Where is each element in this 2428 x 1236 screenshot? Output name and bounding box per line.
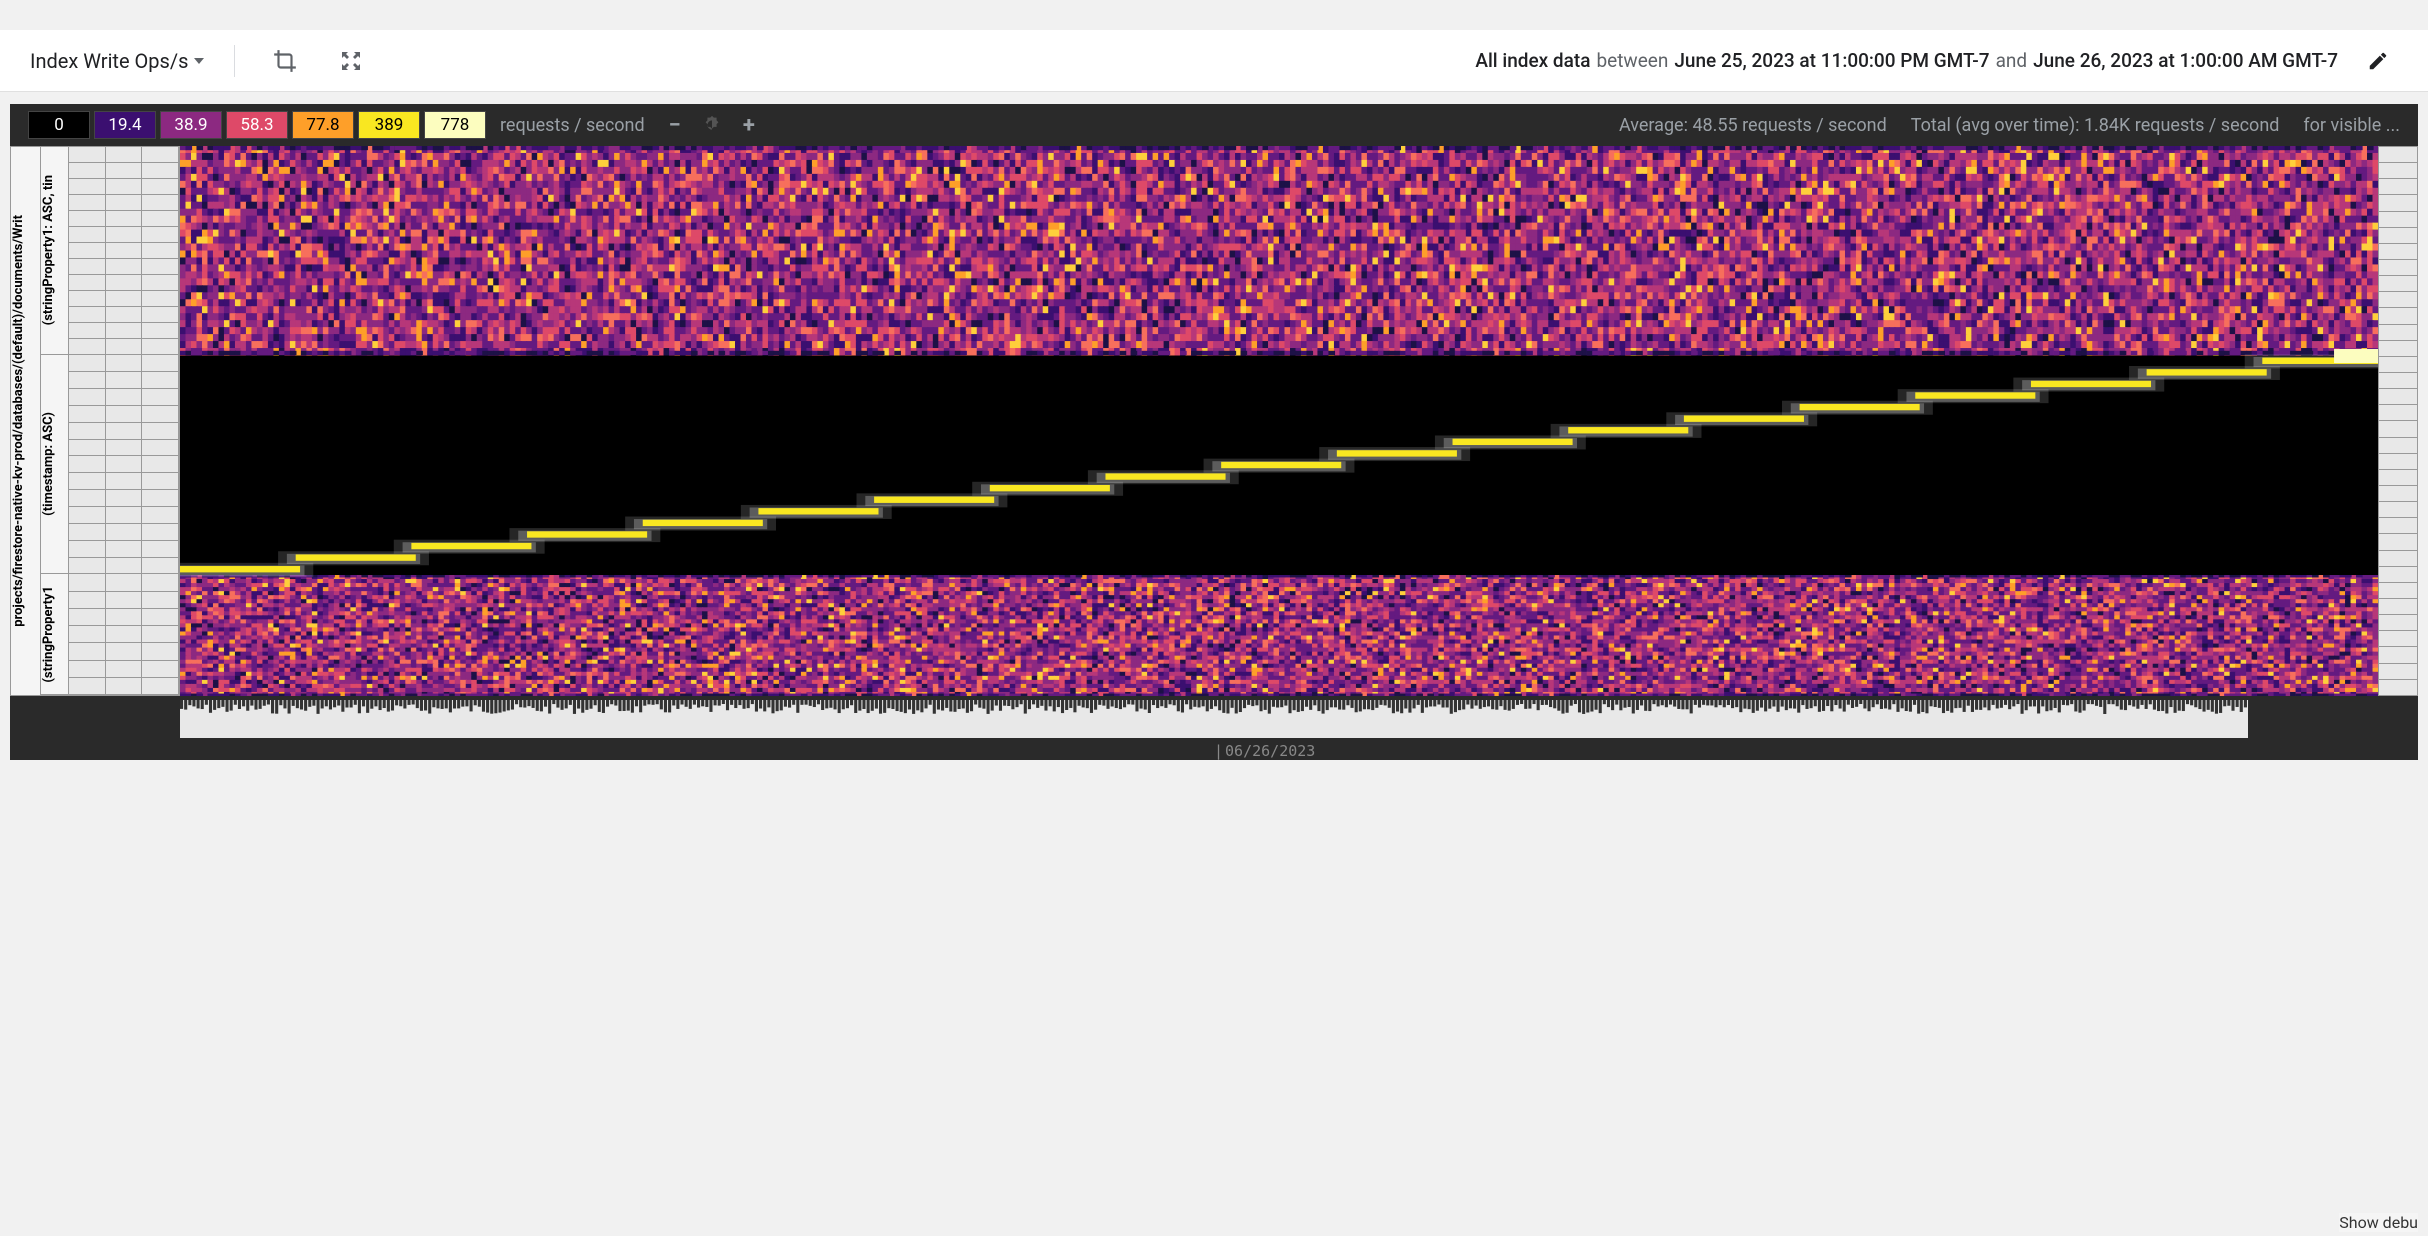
right-tick — [2379, 373, 2417, 389]
right-tick — [2379, 228, 2417, 244]
top-spacer — [0, 0, 2428, 30]
main-panel: 019.438.958.377.8389778 requests / secon… — [10, 104, 2418, 760]
fullscreen-icon — [339, 49, 363, 73]
date-end: June 26, 2023 at 1:00:00 AM GMT-7 — [2033, 49, 2338, 72]
right-tick — [2379, 325, 2417, 341]
right-tick — [2379, 599, 2417, 615]
right-tick — [2379, 405, 2417, 421]
heatmap[interactable] — [180, 146, 2378, 696]
right-tick — [2379, 470, 2417, 486]
zoom-out-button[interactable]: − — [669, 113, 681, 138]
right-tick — [2379, 195, 2417, 211]
chevron-down-icon — [194, 58, 204, 64]
zoom-in-button[interactable]: + — [743, 113, 755, 138]
stat-total: Total (avg over time): 1.84K requests / … — [1911, 115, 2280, 136]
right-tick — [2379, 551, 2417, 567]
pencil-icon — [2367, 50, 2389, 72]
show-debug-link[interactable]: Show debu — [2339, 1213, 2418, 1232]
between-label: between — [1596, 49, 1668, 72]
scope-label: All index data — [1475, 49, 1590, 72]
right-tick — [2379, 179, 2417, 195]
chart-area: projects/firestore-native-kv-prod/databa… — [10, 146, 2418, 696]
right-tick — [2379, 163, 2417, 179]
stat-total-label: Total (avg over time): — [1911, 115, 2080, 136]
crop-button[interactable] — [265, 41, 305, 81]
stat-average-label: Average: — [1619, 115, 1688, 136]
right-tick — [2379, 615, 2417, 631]
legend-swatch: 77.8 — [292, 111, 354, 139]
left-axis-outer-label: projects/firestore-native-kv-prod/databa… — [11, 211, 40, 631]
right-tick — [2379, 583, 2417, 599]
left-axis: projects/firestore-native-kv-prod/databa… — [10, 146, 180, 696]
right-tick — [2379, 292, 2417, 308]
right-tick — [2379, 680, 2417, 695]
right-tick — [2379, 341, 2417, 357]
right-tick — [2379, 308, 2417, 324]
right-tick — [2379, 518, 2417, 534]
left-axis-section: (stringProperty1 — [41, 574, 179, 695]
right-tick — [2379, 454, 2417, 470]
right-tick — [2379, 486, 2417, 502]
legend-controls: − + — [669, 113, 755, 138]
right-tick — [2379, 664, 2417, 680]
header-bar: Index Write Ops/s All index data between… — [0, 30, 2428, 92]
timeline-date-label: 06/26/2023 — [1214, 742, 1315, 760]
divider — [234, 45, 235, 77]
legend-swatch: 19.4 — [94, 111, 156, 139]
stat-visible: for visible ... — [2303, 115, 2400, 136]
right-axis — [2378, 146, 2418, 696]
timeline-track[interactable] — [180, 700, 2248, 738]
stat-total-value: 1.84K requests / second — [2084, 115, 2279, 136]
right-tick — [2379, 647, 2417, 663]
right-tick — [2379, 276, 2417, 292]
legend-swatch: 58.3 — [226, 111, 288, 139]
date-start: June 25, 2023 at 11:00:00 PM GMT-7 — [1674, 49, 1989, 72]
right-tick — [2379, 631, 2417, 647]
right-tick — [2379, 421, 2417, 437]
and-label: and — [1996, 49, 2028, 72]
legend-swatch: 38.9 — [160, 111, 222, 139]
right-tick — [2379, 438, 2417, 454]
legend-swatch: 389 — [358, 111, 420, 139]
legend-bar: 019.438.958.377.8389778 requests / secon… — [10, 104, 2418, 146]
timeline: 06/26/2023 — [10, 700, 2418, 760]
right-tick — [2379, 260, 2417, 276]
right-tick — [2379, 502, 2417, 518]
left-axis-outer: projects/firestore-native-kv-prod/databa… — [11, 147, 41, 695]
legend-swatches: 019.438.958.377.8389778 — [28, 111, 486, 139]
right-tick — [2379, 534, 2417, 550]
right-tick — [2379, 389, 2417, 405]
right-tick — [2379, 567, 2417, 583]
crop-icon — [272, 48, 298, 74]
right-tick — [2379, 147, 2417, 163]
edit-button[interactable] — [2358, 41, 2398, 81]
legend-swatch: 778 — [424, 111, 486, 139]
stat-average-value: 48.55 requests / second — [1692, 115, 1886, 136]
date-range-text: All index data between June 25, 2023 at … — [371, 49, 2358, 72]
legend-swatch: 0 — [28, 111, 90, 139]
left-axis-section-label: (timestamp: ASC) — [41, 408, 68, 520]
left-axis-section: (timestamp: ASC) — [41, 355, 179, 574]
brightness-icon[interactable] — [701, 114, 723, 136]
metric-selector[interactable]: Index Write Ops/s — [30, 49, 204, 73]
right-tick — [2379, 244, 2417, 260]
right-tick — [2379, 357, 2417, 373]
fullscreen-button[interactable] — [331, 41, 371, 81]
left-axis-section-label: (stringProperty1 — [41, 582, 68, 687]
left-axis-section: (stringProperty1: ASC, tin — [41, 147, 179, 355]
legend-stats: Average: 48.55 requests / second Total (… — [1619, 115, 2400, 136]
left-axis-section-label: (stringProperty1: ASC, tin — [41, 171, 68, 329]
right-tick — [2379, 212, 2417, 228]
header-left: Index Write Ops/s — [30, 41, 371, 81]
legend-unit-label: requests / second — [500, 115, 645, 136]
stat-average: Average: 48.55 requests / second — [1619, 115, 1887, 136]
metric-label: Index Write Ops/s — [30, 49, 188, 73]
